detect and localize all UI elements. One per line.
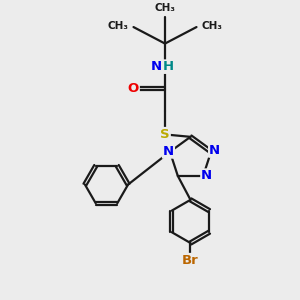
Text: N: N <box>209 144 220 157</box>
Text: N: N <box>201 169 212 182</box>
Text: N: N <box>163 145 174 158</box>
Text: N: N <box>150 60 162 73</box>
Text: S: S <box>160 128 170 141</box>
Text: CH₃: CH₃ <box>107 22 128 32</box>
Text: Br: Br <box>182 254 199 267</box>
Text: CH₃: CH₃ <box>202 22 223 32</box>
Text: CH₃: CH₃ <box>154 3 176 13</box>
Text: O: O <box>128 82 139 95</box>
Text: H: H <box>163 60 174 73</box>
